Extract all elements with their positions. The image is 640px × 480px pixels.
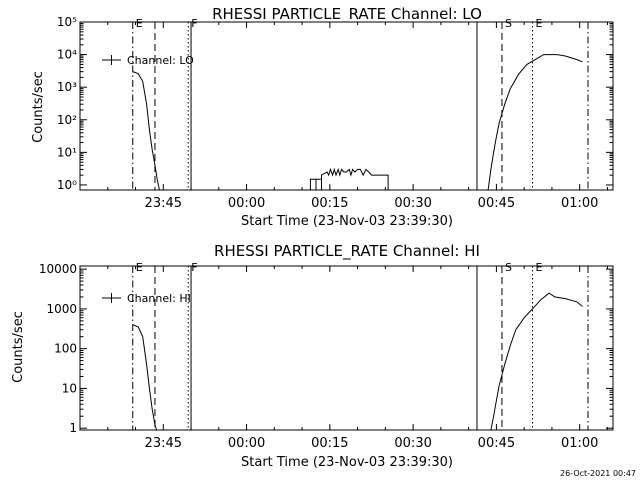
y-tick-label: 10⁴ xyxy=(57,48,77,62)
x-tick-label: 00:00 xyxy=(228,196,265,211)
panel-lo-xlabel: Start Time (23-Nov-03 23:39:30) xyxy=(241,214,453,229)
y-tick-label: 10⁵ xyxy=(57,15,77,29)
panel-hi-legend-label: Channel: HI xyxy=(127,292,191,305)
x-tick-label: 00:30 xyxy=(394,196,431,211)
x-tick-label: 00:15 xyxy=(311,436,348,451)
x-tick-label: 00:15 xyxy=(311,196,348,211)
series-line xyxy=(132,71,160,190)
x-tick-label: 23:45 xyxy=(145,436,182,451)
marker-label: F xyxy=(191,17,197,30)
x-tick-label: 00:30 xyxy=(394,436,431,451)
marker-label: E xyxy=(136,17,143,30)
series-line xyxy=(490,292,583,430)
y-tick-label: 10000 xyxy=(39,262,77,276)
y-tick-label: 10 xyxy=(62,381,77,395)
plot-frame xyxy=(79,265,614,431)
marker-label: S xyxy=(505,17,512,30)
panel-lo-plot: 23:45 00:00 00:15 00:30 00:45 01:00 10⁰ 10¹ 10² 1… xyxy=(57,15,614,211)
marker-label: F xyxy=(191,261,197,274)
panel-lo-legend-label: Channel: LO xyxy=(127,54,194,67)
y-tick-label: 10² xyxy=(57,113,77,127)
marker-label: E xyxy=(535,261,542,274)
y-tick-label: 1 xyxy=(69,421,77,435)
series-line xyxy=(309,167,389,190)
panel-hi: RHESSI PARTICLE_RATE Channel: HI Start T… xyxy=(11,242,614,470)
panel-hi-title: RHESSI PARTICLE_RATE Channel: HI xyxy=(214,242,480,261)
plot-data xyxy=(132,22,589,190)
x-tick-label: 23:45 xyxy=(145,196,182,211)
y-tick-label: 10³ xyxy=(57,80,77,94)
panel-hi-plot: 23:45 00:00 00:15 00:30 00:45 01:00 1 10 100 1000… xyxy=(39,261,614,451)
panel-lo-title: RHESSI PARTICLE_RATE Channel: LO xyxy=(212,5,482,24)
panel-lo-ylabel: Counts/sec xyxy=(31,71,46,143)
plot-data xyxy=(132,266,589,430)
marker-label: E xyxy=(136,261,143,274)
panel-hi-ylabel: Counts/sec xyxy=(11,311,26,383)
series-line xyxy=(487,54,583,190)
y-tick-label: 1000 xyxy=(46,302,77,316)
y-tick-label: 10¹ xyxy=(57,145,77,159)
timestamp: 26-Oct-2021 00:47 xyxy=(560,469,636,478)
panel-hi-xlabel: Start Time (23-Nov-03 23:39:30) xyxy=(241,455,453,470)
y-tick-label: 100 xyxy=(54,342,77,356)
series-line xyxy=(132,324,158,430)
marker-label: S xyxy=(505,261,512,274)
marker-label: E xyxy=(535,17,542,30)
x-tick-label: 00:00 xyxy=(228,436,265,451)
panel-lo: RHESSI PARTICLE_RATE Channel: LO Start T… xyxy=(31,5,614,229)
y-tick-label: 10⁰ xyxy=(57,178,77,192)
x-tick-label: 00:45 xyxy=(478,436,515,451)
x-tick-label: 01:00 xyxy=(561,436,598,451)
plot-frame xyxy=(79,21,614,191)
x-tick-label: 01:00 xyxy=(561,196,598,211)
x-tick-label: 00:45 xyxy=(478,196,515,211)
